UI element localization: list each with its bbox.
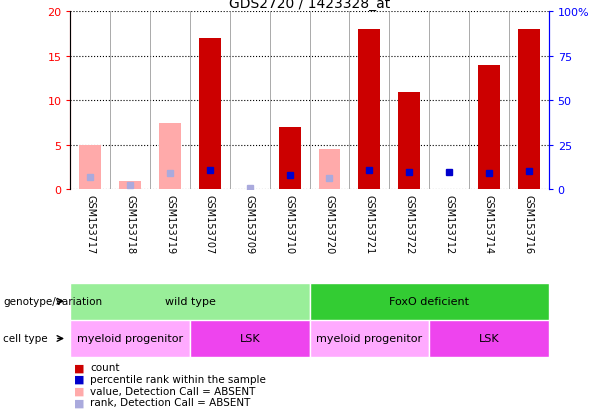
Text: GSM153712: GSM153712 (444, 195, 454, 254)
Text: myeloid progenitor: myeloid progenitor (77, 334, 183, 344)
Text: LSK: LSK (240, 334, 260, 344)
Text: GSM153717: GSM153717 (85, 195, 96, 254)
Text: GSM153720: GSM153720 (324, 195, 335, 254)
Bar (359, 30, 380, 190)
Text: ■: ■ (74, 374, 84, 384)
Text: myeloid progenitor: myeloid progenitor (316, 334, 422, 344)
Bar (70, 320, 190, 357)
Text: cell type: cell type (3, 334, 48, 344)
Text: GSM153719: GSM153719 (165, 195, 175, 254)
Bar (159, 123, 181, 190)
Text: rank, Detection Call = ABSENT: rank, Detection Call = ABSENT (90, 397, 251, 407)
Bar (80, 146, 101, 190)
Text: genotype/variation: genotype/variation (3, 297, 102, 306)
Text: GSM153714: GSM153714 (484, 195, 494, 254)
Text: ■: ■ (74, 386, 84, 396)
Text: GSM153716: GSM153716 (524, 195, 534, 254)
Bar (319, 150, 340, 190)
Bar (310, 283, 549, 320)
Bar (518, 30, 539, 190)
Text: ■: ■ (74, 363, 84, 373)
Text: FoxO deficient: FoxO deficient (389, 297, 469, 306)
Text: wild type: wild type (165, 297, 215, 306)
Bar (190, 320, 310, 357)
Text: GSM153718: GSM153718 (125, 195, 135, 254)
Text: ■: ■ (74, 397, 84, 407)
Bar (70, 283, 310, 320)
Text: value, Detection Call = ABSENT: value, Detection Call = ABSENT (90, 386, 256, 396)
Bar (398, 93, 420, 190)
Bar (120, 181, 141, 190)
Bar (199, 39, 221, 190)
Text: count: count (90, 363, 120, 373)
Bar (478, 66, 500, 190)
Bar (429, 320, 549, 357)
Bar (279, 128, 300, 190)
Text: GSM153721: GSM153721 (364, 195, 375, 254)
Text: GSM153722: GSM153722 (404, 195, 414, 254)
Text: GSM153709: GSM153709 (245, 195, 255, 254)
Title: GDS2720 / 1423328_at: GDS2720 / 1423328_at (229, 0, 390, 12)
Text: GSM153707: GSM153707 (205, 195, 215, 254)
Text: LSK: LSK (479, 334, 499, 344)
Bar (310, 320, 429, 357)
Text: GSM153710: GSM153710 (284, 195, 295, 254)
Text: percentile rank within the sample: percentile rank within the sample (90, 374, 266, 384)
